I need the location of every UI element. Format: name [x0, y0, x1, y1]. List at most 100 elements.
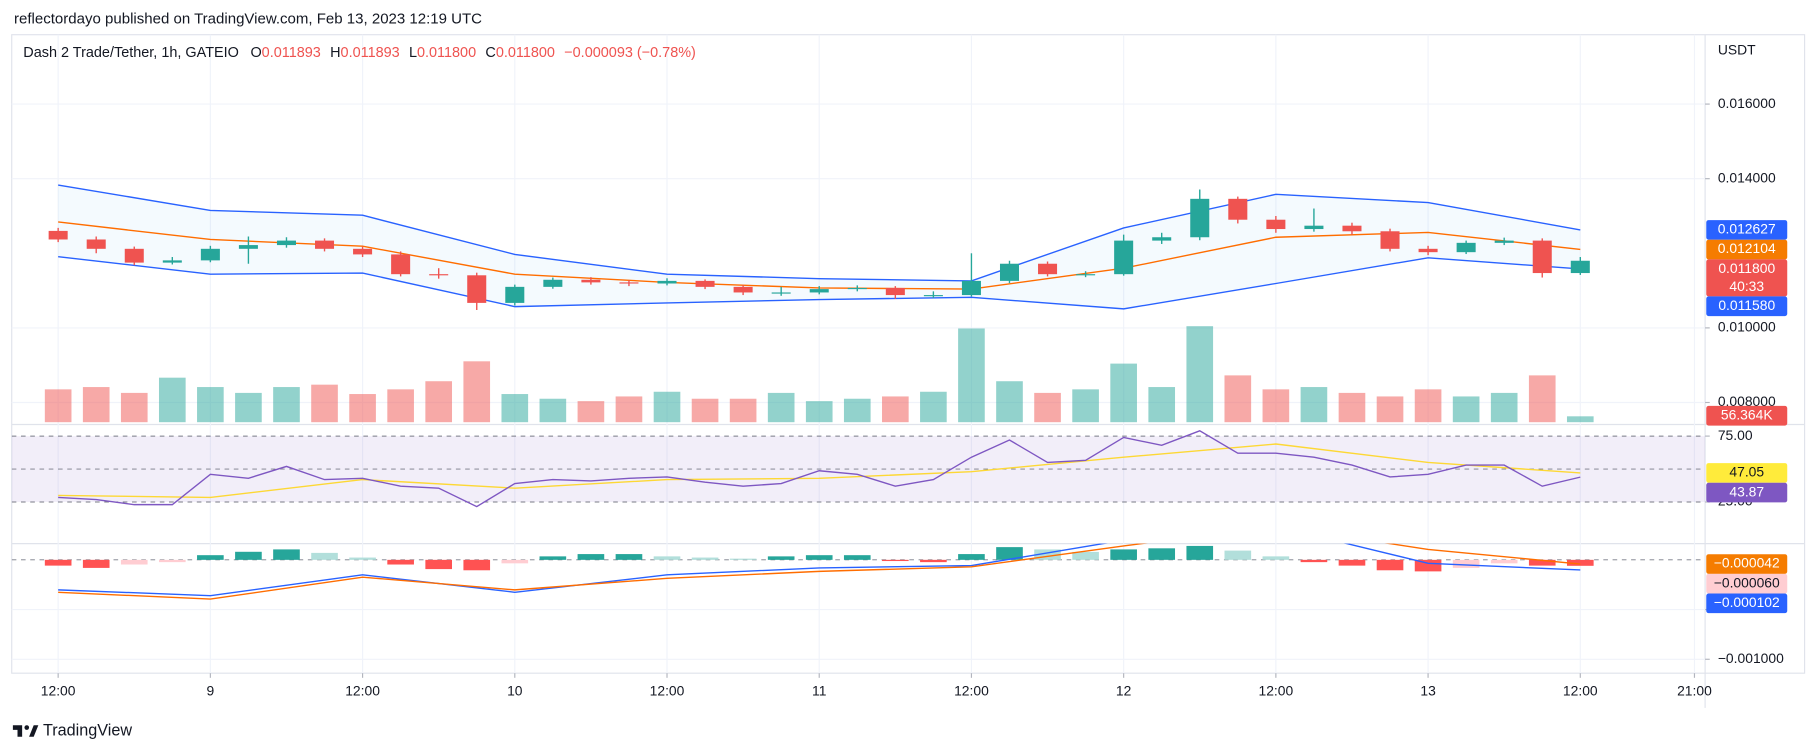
volume-bar: [1034, 392, 1061, 423]
macd-hist: [958, 554, 985, 560]
rsi-line: [58, 443, 1581, 499]
x-tick-label: 12:00: [1258, 682, 1293, 698]
volume-label-box: [1706, 405, 1788, 426]
macd-hist: [1300, 559, 1328, 563]
macd-hist: [615, 554, 643, 560]
volume-bar: [1224, 375, 1252, 423]
volume-bar: [235, 392, 262, 423]
candle-body: [581, 279, 601, 283]
macd-hist: [82, 559, 110, 568]
brand-logo: [12, 725, 39, 737]
macd-hist: [1034, 549, 1061, 560]
volume-bar: [1338, 392, 1366, 423]
macd-hist: [1072, 551, 1099, 560]
macd-hist: [691, 557, 719, 560]
candle-body: [543, 279, 563, 287]
volume-bar: [920, 391, 947, 423]
price-label: 0.011800: [1718, 260, 1775, 276]
macd-hist: [425, 559, 453, 570]
macd-hist: [463, 559, 491, 571]
price-label-box: [1706, 554, 1788, 574]
volume-bar: [615, 396, 643, 423]
ohlc-value: 0.011893: [341, 45, 400, 61]
price-label-box: [1706, 220, 1788, 240]
macd-hist: [729, 558, 757, 560]
candle-body: [391, 254, 411, 275]
candle-body: [429, 274, 449, 276]
macd-hist: [882, 559, 909, 562]
candle-body: [505, 286, 525, 303]
macd-hist: [1338, 559, 1366, 566]
candle-body: [1418, 248, 1438, 253]
candle-body: [619, 282, 639, 284]
macd-hist: [1262, 556, 1290, 560]
x-tick-label: 21:00: [1677, 682, 1712, 698]
macd-hist: [539, 556, 567, 560]
rsi-line: [58, 430, 1581, 508]
volume-label: 56.364K: [1721, 406, 1773, 422]
volume-bar: [1490, 392, 1518, 423]
volume-bar: [158, 377, 186, 423]
volume-bar: [539, 398, 567, 423]
macd-pane: [11, 543, 1706, 600]
x-tick-label: 12: [1116, 682, 1132, 698]
bb-lower: [58, 255, 1581, 310]
macd-hist: [1528, 559, 1556, 566]
candle-body: [695, 280, 715, 287]
volume-bar: [1110, 363, 1137, 423]
candle-body: [961, 280, 981, 296]
price-label: −0.000102: [1714, 594, 1780, 610]
signal-line: [58, 543, 1581, 600]
x-tick-label: 10: [507, 682, 523, 698]
price-label-box: [1706, 259, 1788, 297]
price-label: 0.011580: [1718, 297, 1775, 313]
price-label: 43.87: [1729, 483, 1764, 499]
candle-body: [467, 275, 487, 303]
volume-bar: [349, 394, 376, 423]
candle-body: [657, 280, 677, 284]
volume-bar: [1376, 396, 1404, 423]
candle-body: [86, 239, 106, 249]
price-label-box: [1706, 463, 1788, 483]
price-label-box: [1706, 593, 1788, 614]
candle-body: [200, 248, 220, 261]
macd-hist: [158, 559, 186, 563]
volume-bar: [273, 387, 300, 423]
candle-body: [999, 263, 1020, 281]
volume-bar: [691, 398, 719, 423]
candle-body: [885, 287, 905, 296]
macd-hist: [1452, 559, 1480, 568]
macd-hist: [1186, 545, 1214, 560]
macd-hist: [577, 554, 605, 560]
volume-bar: [653, 391, 681, 423]
volume-bar: [1414, 389, 1442, 423]
volume-bar: [767, 392, 795, 423]
macd-hist: [273, 549, 300, 560]
price-label: −0.000042: [1714, 555, 1780, 571]
candle-body: [238, 245, 258, 249]
macd-hist: [197, 555, 224, 560]
macd-hist: [120, 559, 148, 565]
volume-bar: [311, 384, 338, 423]
author-line: reflectordayo published on TradingView.c…: [14, 11, 482, 28]
candle-body: [733, 286, 753, 293]
price-label: 0.012627: [1718, 221, 1776, 237]
candle-body: [162, 260, 182, 263]
candle-body: [1570, 260, 1590, 274]
volume-bar: [425, 381, 453, 423]
candle-body: [124, 248, 144, 263]
x-tick-label: 11: [812, 682, 827, 698]
candle-body: [847, 287, 867, 290]
volume-bar: [958, 328, 985, 423]
macd-hist: [1490, 559, 1518, 564]
macd-hist: [1110, 549, 1137, 560]
volume-bar: [1072, 389, 1099, 423]
macd-line: [58, 543, 1581, 597]
candle-body: [48, 230, 68, 240]
y-tick-label: 0.010000: [1718, 319, 1776, 335]
ohlc-value: 0.011893: [262, 45, 321, 61]
price-label: −0.000060: [1714, 574, 1780, 590]
macd-hist: [1414, 559, 1442, 572]
price-label: 0.012104: [1718, 240, 1776, 256]
